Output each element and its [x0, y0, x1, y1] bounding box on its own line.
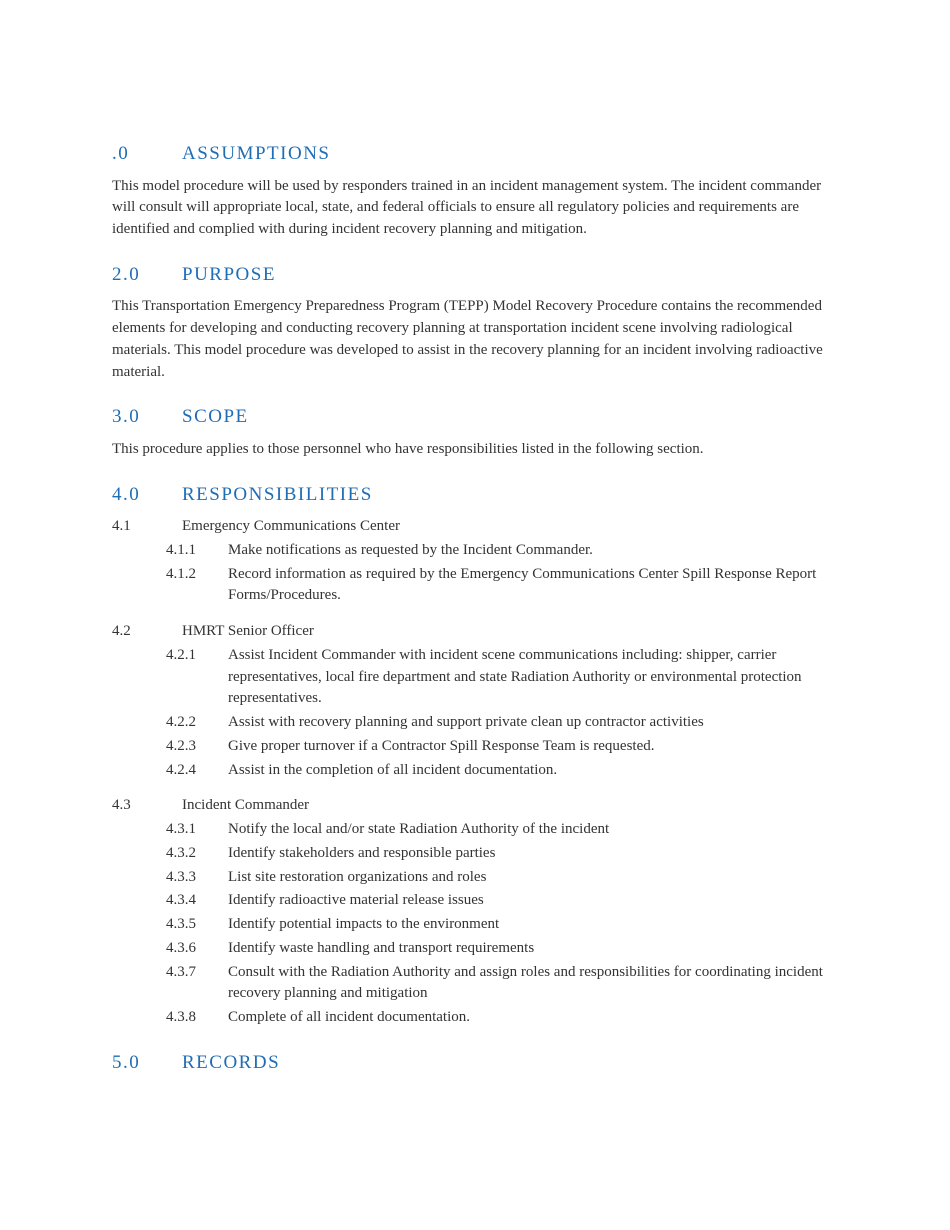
subsection-label: Incident Commander	[182, 795, 309, 817]
section-number: .0	[112, 140, 182, 168]
list-item: 4.3.4 Identify radioactive material rele…	[112, 890, 845, 912]
item-number: 4.3.8	[166, 1007, 228, 1029]
section-title: SCOPE	[182, 403, 249, 431]
item-number: 4.3.6	[166, 938, 228, 960]
item-number: 4.2.2	[166, 712, 228, 734]
heading-purpose: 2.0 PURPOSE	[112, 261, 845, 289]
item-text: Assist Incident Commander with incident …	[228, 645, 845, 710]
subsection-number: 4.1	[112, 516, 182, 538]
section-purpose: 2.0 PURPOSE This Transportation Emergenc…	[112, 261, 845, 384]
subsection-number: 4.3	[112, 795, 182, 817]
item-text: Identify potential impacts to the enviro…	[228, 914, 845, 936]
item-number: 4.3.3	[166, 867, 228, 889]
heading-records: 5.0 RECORDS	[112, 1049, 845, 1077]
item-number: 4.3.4	[166, 890, 228, 912]
subsection-header: 4.3 Incident Commander	[112, 795, 845, 817]
item-number: 4.3.2	[166, 843, 228, 865]
list-item: 4.1.1 Make notifications as requested by…	[112, 540, 845, 562]
list-item: 4.3.2 Identify stakeholders and responsi…	[112, 843, 845, 865]
section-records: 5.0 RECORDS	[112, 1049, 845, 1077]
item-number: 4.2.1	[166, 645, 228, 710]
item-number: 4.1.1	[166, 540, 228, 562]
section-title: PURPOSE	[182, 261, 276, 289]
item-text: Assist with recovery planning and suppor…	[228, 712, 845, 734]
section-assumptions: .0 ASSUMPTIONS This model procedure will…	[112, 140, 845, 241]
item-text: Assist in the completion of all incident…	[228, 760, 845, 782]
heading-responsibilities: 4.0 RESPONSIBILITIES	[112, 481, 845, 509]
section-number: 2.0	[112, 261, 182, 289]
heading-scope: 3.0 SCOPE	[112, 403, 845, 431]
list-item: 4.2.4 Assist in the completion of all in…	[112, 760, 845, 782]
list-item: 4.3.1 Notify the local and/or state Radi…	[112, 819, 845, 841]
subsection-4-3: 4.3 Incident Commander 4.3.1 Notify the …	[112, 795, 845, 1029]
subsection-label: Emergency Communications Center	[182, 516, 400, 538]
subsection-items: 4.1.1 Make notifications as requested by…	[112, 540, 845, 607]
section-title: RESPONSIBILITIES	[182, 481, 373, 509]
list-item: 4.2.2 Assist with recovery planning and …	[112, 712, 845, 734]
section-number: 5.0	[112, 1049, 182, 1077]
subsection-header: 4.1 Emergency Communications Center	[112, 516, 845, 538]
list-item: 4.3.3 List site restoration organization…	[112, 867, 845, 889]
list-item: 4.2.3 Give proper turnover if a Contract…	[112, 736, 845, 758]
list-item: 4.3.6 Identify waste handling and transp…	[112, 938, 845, 960]
item-text: Record information as required by the Em…	[228, 564, 845, 608]
subsection-4-1: 4.1 Emergency Communications Center 4.1.…	[112, 516, 845, 607]
item-text: Consult with the Radiation Authority and…	[228, 962, 845, 1006]
subsection-items: 4.3.1 Notify the local and/or state Radi…	[112, 819, 845, 1029]
item-number: 4.3.7	[166, 962, 228, 1006]
item-number: 4.2.4	[166, 760, 228, 782]
section-scope: 3.0 SCOPE This procedure applies to thos…	[112, 403, 845, 460]
item-text: Identify waste handling and transport re…	[228, 938, 845, 960]
document-content: .0 ASSUMPTIONS This model procedure will…	[112, 140, 845, 1076]
item-number: 4.3.1	[166, 819, 228, 841]
item-text: Give proper turnover if a Contractor Spi…	[228, 736, 845, 758]
list-item: 4.3.5 Identify potential impacts to the …	[112, 914, 845, 936]
subsection-label: HMRT Senior Officer	[182, 621, 314, 643]
body-scope: This procedure applies to those personne…	[112, 439, 845, 461]
item-text: Identify stakeholders and responsible pa…	[228, 843, 845, 865]
list-item: 4.1.2 Record information as required by …	[112, 564, 845, 608]
body-assumptions: This model procedure will be used by res…	[112, 176, 845, 241]
section-number: 3.0	[112, 403, 182, 431]
body-purpose: This Transportation Emergency Preparedne…	[112, 296, 845, 383]
item-number: 4.1.2	[166, 564, 228, 608]
list-item: 4.3.7 Consult with the Radiation Authori…	[112, 962, 845, 1006]
subsection-4-2: 4.2 HMRT Senior Officer 4.2.1 Assist Inc…	[112, 621, 845, 781]
item-text: Complete of all incident documentation.	[228, 1007, 845, 1029]
heading-assumptions: .0 ASSUMPTIONS	[112, 140, 845, 168]
item-number: 4.3.5	[166, 914, 228, 936]
item-number: 4.2.3	[166, 736, 228, 758]
section-title: ASSUMPTIONS	[182, 140, 330, 168]
list-item: 4.2.1 Assist Incident Commander with inc…	[112, 645, 845, 710]
section-responsibilities: 4.0 RESPONSIBILITIES 4.1 Emergency Commu…	[112, 481, 845, 1029]
item-text: List site restoration organizations and …	[228, 867, 845, 889]
item-text: Notify the local and/or state Radiation …	[228, 819, 845, 841]
section-number: 4.0	[112, 481, 182, 509]
subsection-number: 4.2	[112, 621, 182, 643]
list-item: 4.3.8 Complete of all incident documenta…	[112, 1007, 845, 1029]
subsection-header: 4.2 HMRT Senior Officer	[112, 621, 845, 643]
item-text: Identify radioactive material release is…	[228, 890, 845, 912]
subsection-items: 4.2.1 Assist Incident Commander with inc…	[112, 645, 845, 782]
item-text: Make notifications as requested by the I…	[228, 540, 845, 562]
section-title: RECORDS	[182, 1049, 280, 1077]
